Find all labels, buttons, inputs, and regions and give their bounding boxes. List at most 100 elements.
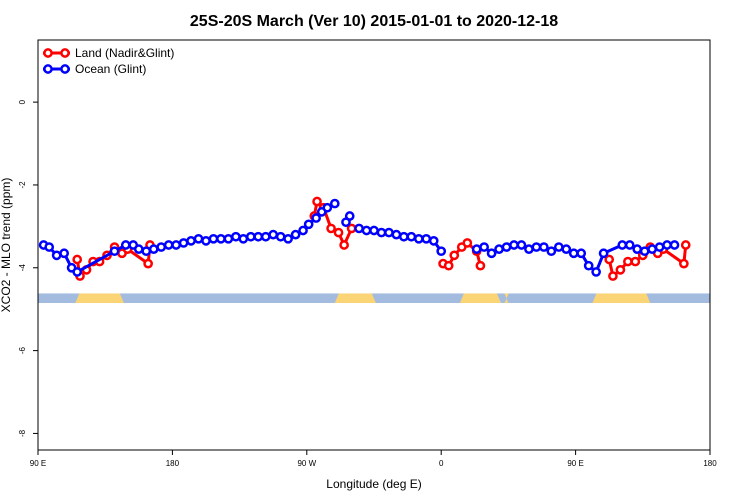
ocean-point (553, 242, 564, 252)
ocean-point (413, 233, 424, 244)
land-point (475, 260, 486, 271)
ocean-point (193, 233, 204, 244)
x-tick-label: 90 E (30, 459, 46, 468)
ocean-point (654, 242, 665, 252)
ocean-point (598, 248, 609, 259)
ocean-point (583, 260, 594, 271)
x-tick-label: 90 E (567, 459, 583, 468)
land-point (333, 227, 344, 238)
ocean-point (163, 240, 174, 250)
land-point (462, 238, 473, 248)
x-tick-label: 0 (439, 459, 444, 468)
ocean-point (201, 236, 211, 246)
ocean-point (283, 233, 293, 244)
ocean-point (639, 246, 650, 257)
ocean-point (322, 202, 333, 213)
ocean-point (133, 244, 144, 254)
legend-land-marker (60, 48, 70, 58)
land-point (630, 256, 641, 267)
ocean-point (223, 233, 234, 244)
ocean-point (494, 244, 504, 254)
ocean-point (245, 231, 256, 242)
land-point (623, 256, 633, 267)
x-tick-label: 180 (166, 459, 180, 468)
y-tick-label: -4 (18, 264, 27, 272)
ocean-point (260, 231, 271, 242)
x-tick-label: 90 W (297, 459, 316, 468)
legend-ocean-label: Ocean (Glint) (75, 62, 146, 76)
ocean-point (591, 267, 601, 277)
ocean-point (109, 246, 120, 257)
land-band (592, 293, 651, 303)
ocean-point (120, 240, 131, 250)
ocean-point (391, 229, 402, 240)
ocean-point (329, 198, 340, 209)
ocean-point (231, 231, 241, 242)
y-tick-label: 0 (18, 99, 27, 104)
surface-band (38, 293, 710, 303)
y-axis-label: XCO2 - MLO trend (ppm) (0, 178, 13, 313)
chart-title: 25S-20S March (Ver 10) 2015-01-01 to 202… (190, 13, 558, 30)
ocean-point (486, 248, 497, 259)
land-point (72, 254, 83, 265)
land-band (504, 293, 509, 303)
ocean-point (421, 233, 432, 244)
ocean-point (546, 246, 557, 257)
ocean-point (303, 219, 314, 230)
ocean-point (253, 231, 264, 242)
ocean-point (311, 213, 321, 223)
legend: Land (Nadir&Glint) Ocean (Glint) (43, 46, 174, 76)
y-tick-label: -8 (18, 429, 27, 437)
ocean-point (344, 211, 355, 221)
ocean-point (354, 223, 364, 234)
legend-ocean-marker (60, 64, 70, 74)
ocean-point (576, 248, 587, 259)
ocean-point (44, 242, 55, 252)
land-band (459, 293, 501, 303)
land-point (449, 250, 460, 261)
x-tick-label: 180 (703, 459, 717, 468)
ocean-series (38, 198, 680, 277)
ocean-point (141, 246, 152, 257)
land-band (334, 293, 376, 303)
ocean-point (479, 242, 489, 252)
axes: 90 E 180 90 W 0 90 E 180 0 -2 -4 -6 -8 (18, 99, 717, 468)
land-point (679, 258, 689, 269)
ocean-point (662, 240, 672, 250)
ocean-point (186, 236, 196, 246)
land-point (615, 264, 626, 275)
legend-ocean-marker (43, 64, 53, 74)
ocean-point (568, 248, 579, 259)
ocean-point (531, 242, 542, 252)
x-axis-label: Longitude (deg E) (326, 477, 421, 491)
series-layer (38, 196, 691, 281)
ocean-point (406, 231, 417, 242)
ocean-point (376, 227, 387, 238)
ocean-point (561, 244, 572, 254)
ocean-point (647, 244, 657, 254)
ocean-point (216, 233, 226, 244)
ocean-point (369, 225, 379, 236)
ocean-point (539, 242, 549, 252)
y-tick-label: -6 (18, 347, 27, 355)
ocean-point (290, 229, 301, 240)
ocean-point (471, 244, 482, 254)
ocean-point (298, 225, 308, 236)
ocean-point (208, 233, 219, 244)
ocean-band (38, 293, 710, 303)
land-point (326, 223, 336, 234)
ocean-point (268, 229, 279, 240)
ocean-point (361, 225, 372, 236)
ocean-point (171, 240, 181, 250)
legend-land-label: Land (Nadir&Glint) (75, 46, 174, 60)
legend-land-marker (43, 48, 53, 58)
ocean-point (428, 236, 439, 246)
ocean-point (624, 240, 635, 250)
land-band (75, 293, 124, 303)
ocean-point (669, 240, 680, 250)
land-point (608, 271, 618, 281)
ocean-point (509, 240, 519, 250)
land-point (604, 254, 615, 265)
ocean-point (156, 242, 167, 252)
ocean-point (399, 231, 409, 242)
